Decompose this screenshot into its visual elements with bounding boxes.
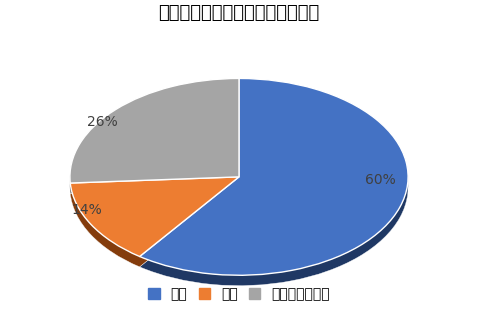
Wedge shape xyxy=(70,181,239,261)
Wedge shape xyxy=(140,89,408,286)
Wedge shape xyxy=(70,87,239,192)
Wedge shape xyxy=(70,88,239,193)
Wedge shape xyxy=(70,187,239,267)
Wedge shape xyxy=(140,88,408,285)
Wedge shape xyxy=(70,180,239,259)
Wedge shape xyxy=(70,88,239,193)
Title: コペンのインテリアの満足度調査: コペンのインテリアの満足度調査 xyxy=(158,4,320,22)
Wedge shape xyxy=(140,87,408,284)
Wedge shape xyxy=(140,80,408,277)
Wedge shape xyxy=(140,81,408,278)
Wedge shape xyxy=(70,181,239,260)
Wedge shape xyxy=(70,87,239,191)
Wedge shape xyxy=(140,78,408,275)
Wedge shape xyxy=(70,86,239,191)
Wedge shape xyxy=(70,184,239,263)
Text: 26%: 26% xyxy=(87,115,118,129)
Wedge shape xyxy=(140,83,408,280)
Wedge shape xyxy=(70,179,239,258)
Text: 14%: 14% xyxy=(71,203,102,217)
Wedge shape xyxy=(70,185,239,265)
Wedge shape xyxy=(140,81,408,278)
Wedge shape xyxy=(70,187,239,266)
Wedge shape xyxy=(70,184,239,264)
Wedge shape xyxy=(70,80,239,184)
Wedge shape xyxy=(70,186,239,265)
Legend: 満足, 不満, どちらでもない: 満足, 不満, どちらでもない xyxy=(143,281,335,307)
Wedge shape xyxy=(140,87,408,284)
Wedge shape xyxy=(140,82,408,279)
Wedge shape xyxy=(140,85,408,282)
Wedge shape xyxy=(70,182,239,261)
Wedge shape xyxy=(70,78,239,183)
Wedge shape xyxy=(140,79,408,276)
Wedge shape xyxy=(70,79,239,184)
Wedge shape xyxy=(70,82,239,186)
Wedge shape xyxy=(70,86,239,190)
Wedge shape xyxy=(140,86,408,283)
Wedge shape xyxy=(70,89,239,193)
Wedge shape xyxy=(70,84,239,188)
Wedge shape xyxy=(70,183,239,262)
Wedge shape xyxy=(140,86,408,282)
Wedge shape xyxy=(70,177,239,256)
Wedge shape xyxy=(70,184,239,264)
Wedge shape xyxy=(70,185,239,265)
Wedge shape xyxy=(140,84,408,281)
Wedge shape xyxy=(70,83,239,188)
Wedge shape xyxy=(70,81,239,185)
Wedge shape xyxy=(70,178,239,258)
Wedge shape xyxy=(70,85,239,189)
Wedge shape xyxy=(70,87,239,192)
Wedge shape xyxy=(140,82,408,279)
Wedge shape xyxy=(70,80,239,185)
Wedge shape xyxy=(70,186,239,266)
Wedge shape xyxy=(140,79,408,276)
Wedge shape xyxy=(70,84,239,189)
Wedge shape xyxy=(70,180,239,260)
Text: 60%: 60% xyxy=(365,173,395,187)
Wedge shape xyxy=(70,179,239,259)
Wedge shape xyxy=(70,178,239,257)
Wedge shape xyxy=(70,177,239,257)
Wedge shape xyxy=(140,85,408,281)
Wedge shape xyxy=(140,80,408,277)
Wedge shape xyxy=(140,83,408,280)
Wedge shape xyxy=(140,88,408,285)
Wedge shape xyxy=(70,85,239,190)
Wedge shape xyxy=(70,183,239,263)
Wedge shape xyxy=(70,81,239,186)
Wedge shape xyxy=(70,83,239,187)
Wedge shape xyxy=(140,84,408,281)
Wedge shape xyxy=(70,182,239,262)
Wedge shape xyxy=(140,87,408,283)
Wedge shape xyxy=(70,82,239,187)
Wedge shape xyxy=(70,79,239,184)
